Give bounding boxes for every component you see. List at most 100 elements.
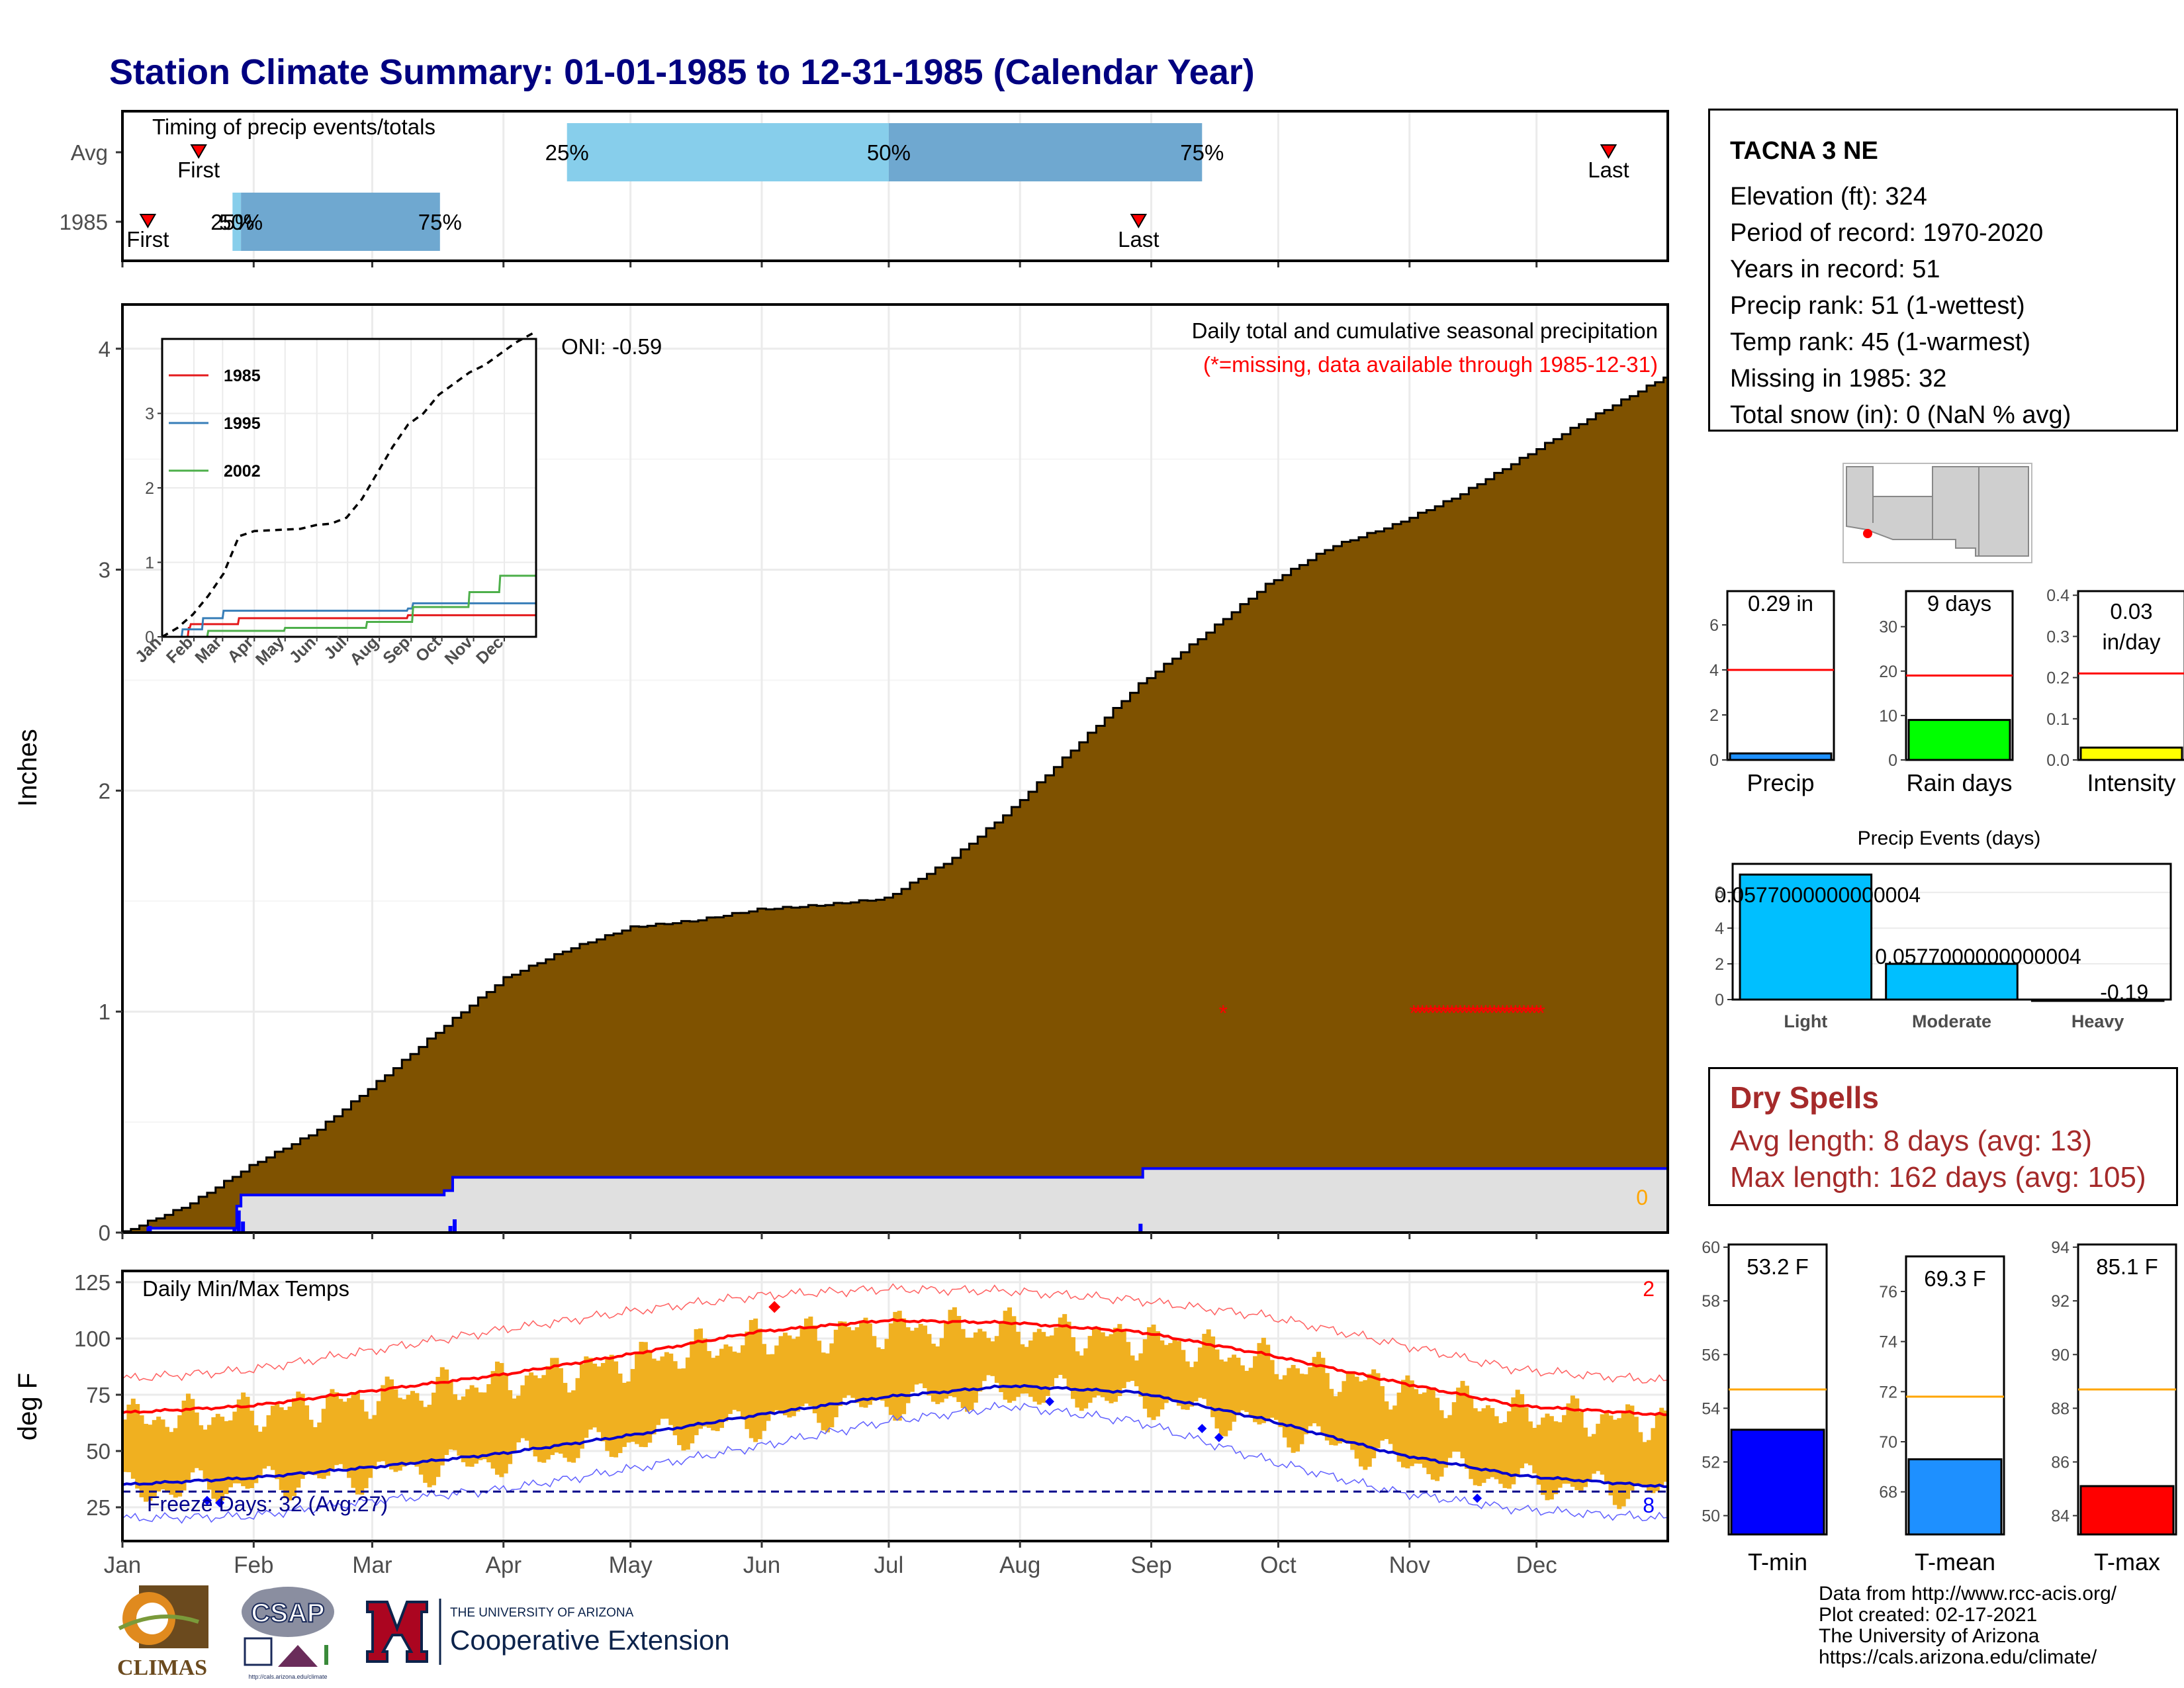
daily-temp-bar — [609, 1354, 614, 1457]
daily-temp-bar — [1422, 1392, 1427, 1468]
daily-temp-bar — [1299, 1374, 1304, 1444]
csap-logo: CSAP http://cals.arizona.edu/climate — [242, 1587, 334, 1680]
missing-day-marker: * — [1481, 1001, 1490, 1026]
missing-day-marker: * — [1528, 1001, 1537, 1026]
daily-temp-bar — [1587, 1436, 1592, 1481]
footer-url: https://cals.arizona.edu/climate/ — [1819, 1646, 2097, 1668]
daily-temp-bar — [1520, 1394, 1525, 1468]
daily-temp-bar — [1396, 1392, 1402, 1462]
record-low-marker — [1214, 1432, 1224, 1442]
daily-temp-bar — [1405, 1375, 1410, 1469]
station-period: Period of record: 1970-2020 — [1730, 219, 2044, 247]
daily-temp-bar — [1218, 1359, 1224, 1436]
daily-temp-bar — [630, 1369, 635, 1442]
daily-temp-bar — [948, 1309, 953, 1397]
daily-temp-bar — [1070, 1337, 1075, 1399]
daily-temp-bar — [1075, 1351, 1080, 1408]
daily-temp-bar — [439, 1367, 445, 1466]
timing-row-label: 1985 — [60, 210, 108, 234]
mini-panel-value-label: 9 days — [1927, 591, 1991, 616]
missing-day-marker: * — [1515, 1001, 1524, 1026]
daily-temp-bar — [973, 1332, 978, 1403]
daily-temp-bar — [817, 1340, 822, 1423]
daily-temp-bar — [1113, 1327, 1118, 1402]
daily-temp-bar — [270, 1405, 275, 1470]
daily-temp-bar — [1232, 1354, 1237, 1422]
daily-temp-bar — [312, 1427, 318, 1476]
mini-panel-y-tick-label: 10 — [1879, 707, 1897, 726]
daily-temp-bar — [626, 1381, 631, 1443]
daily-temp-bar — [529, 1372, 534, 1448]
daily-temp-bar — [1236, 1357, 1241, 1414]
daily-temp-bar — [770, 1354, 775, 1413]
temp-y-tick-label: 50 — [86, 1439, 111, 1464]
daily-temp-bar — [1163, 1344, 1169, 1403]
precip-events-panel: Precip Events (days) Light 0.057700000000… — [1715, 827, 2172, 1031]
daily-precip-bar — [448, 1225, 453, 1233]
temp-marks — [122, 1283, 1668, 1524]
mini-panel-value-label: 85.1 F — [2096, 1254, 2158, 1279]
daily-temp-bar — [935, 1346, 940, 1405]
daily-temp-bar — [825, 1353, 830, 1432]
daily-temp-bar — [181, 1400, 187, 1491]
daily-temp-bar — [1608, 1415, 1614, 1496]
precip-events-title: Precip Events (days) — [1858, 827, 2041, 849]
daily-temp-bar — [473, 1387, 478, 1464]
record-high-marker — [768, 1301, 781, 1313]
daily-temp-bar — [381, 1385, 386, 1462]
daily-temp-bar — [1087, 1336, 1093, 1403]
temp-y-label: deg F — [13, 1373, 42, 1440]
daily-temp-bar — [524, 1375, 529, 1441]
timing-first-marker — [139, 214, 157, 228]
record-high-count: 2 — [1643, 1277, 1655, 1301]
daily-temp-bar — [600, 1363, 606, 1442]
daily-temp-bar — [444, 1369, 449, 1456]
daily-temp-bar — [520, 1385, 525, 1438]
daily-temp-bar — [850, 1330, 856, 1398]
record-low-marker — [1197, 1424, 1207, 1433]
daily-temp-bar — [503, 1375, 508, 1474]
map-borders — [1872, 467, 1979, 556]
daily-temp-bar — [732, 1351, 737, 1410]
daily-temp-bar — [1414, 1389, 1419, 1464]
daily-temp-bar — [1379, 1385, 1385, 1441]
precip-y-label: Inches — [13, 729, 42, 807]
daily-temp-bar — [414, 1393, 420, 1467]
daily-temp-bar — [245, 1397, 250, 1489]
daily-temp-bar — [1532, 1427, 1537, 1474]
daily-temp-bar — [647, 1350, 653, 1443]
daily-temp-bar — [664, 1352, 669, 1419]
daily-temp-bar — [1003, 1311, 1008, 1400]
daily-temp-bar — [808, 1316, 813, 1406]
daily-temp-bar — [1490, 1408, 1495, 1477]
month-tick-label: Mar — [352, 1552, 392, 1578]
daily-temp-bar — [224, 1421, 229, 1495]
timing-q25-label: 25% — [210, 210, 254, 234]
climas-wordmark: CLIMAS — [117, 1656, 207, 1680]
daily-temp-bar — [876, 1347, 881, 1399]
daily-temp-bar — [469, 1385, 475, 1467]
missing-day-marker: * — [1452, 1001, 1461, 1026]
timing-q50-label: 50% — [867, 140, 911, 165]
daily-temp-bar — [279, 1407, 284, 1490]
daily-temp-bar — [1536, 1425, 1541, 1485]
inset-y-tick-label: 3 — [145, 405, 154, 424]
inset-y-tick-label: 2 — [145, 479, 154, 498]
daily-temp-bar — [1481, 1408, 1486, 1483]
events-category-label: Light — [1784, 1011, 1827, 1031]
daily-temp-bar — [482, 1392, 487, 1460]
daily-temp-bar — [499, 1363, 504, 1477]
inset-series-1995 — [162, 602, 536, 638]
daily-temp-bar — [1316, 1352, 1322, 1427]
daily-temp-bar — [1138, 1353, 1144, 1397]
inset-y-tick-label: 0 — [145, 628, 154, 647]
daily-temp-bar — [203, 1429, 208, 1479]
daily-temp-bar — [745, 1331, 750, 1429]
inset-legend-label: 2002 — [224, 462, 261, 481]
daily-temp-bar — [579, 1364, 584, 1449]
daily-temp-bar — [1121, 1329, 1126, 1389]
footer-data-source: Data from http://www.rcc-acis.org/ — [1819, 1583, 2117, 1605]
daily-temp-bar — [1541, 1417, 1546, 1495]
daily-temp-bar — [651, 1358, 657, 1434]
